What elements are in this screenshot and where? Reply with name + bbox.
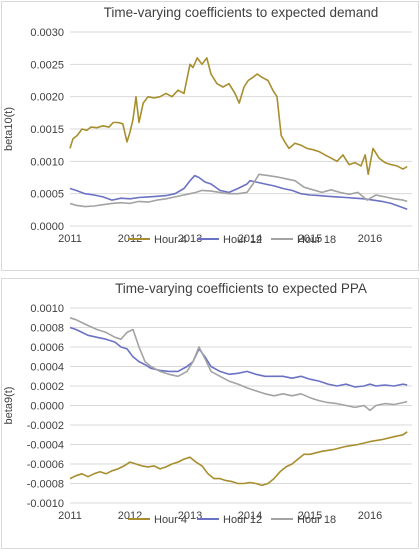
panel-border (1, 1, 419, 271)
y-tick-label: 0.0025 (30, 59, 64, 71)
legend-label: Hour 12 (223, 514, 262, 526)
chart-title: Time-varying coefficients to expected PP… (115, 281, 367, 296)
y-tick-label: 0.0000 (30, 221, 64, 233)
y-tick-label: 0.0020 (30, 92, 64, 104)
y-tick-label: 0.0030 (30, 27, 64, 39)
y-axis-title: beta9(t) (3, 387, 15, 425)
x-tick-label: 2011 (58, 233, 82, 245)
x-tick-label: 2016 (358, 510, 382, 522)
x-tick-label: 2014 (238, 233, 262, 245)
x-tick-label: 2013 (178, 510, 202, 522)
series-line-hour-18 (69, 173, 408, 208)
panel-border (1, 278, 419, 549)
legend-label: Hour 18 (297, 234, 336, 246)
x-tick-label: 2015 (298, 510, 322, 522)
legend-item: Hour 4 (128, 234, 187, 246)
y-tick-label: 0.0010 (30, 303, 64, 315)
y-tick-label: -0.0006 (27, 459, 64, 471)
x-tick-label: 2012 (118, 510, 142, 522)
x-tick-label: 2011 (58, 510, 82, 522)
series-line-hour-4 (69, 431, 408, 487)
y-tick-label: -0.0010 (27, 498, 64, 510)
x-tick-label: 2015 (298, 233, 322, 245)
y-tick-label: 0.0000 (30, 401, 64, 413)
legend-item: Hour 12 (197, 514, 262, 526)
chart-title: Time-varying coefficients to expected de… (104, 5, 379, 20)
y-tick-label: -0.0008 (27, 479, 64, 491)
series-line-hour-4 (69, 57, 408, 176)
x-tick-label: 2013 (178, 233, 202, 245)
legend-label: Hour 4 (154, 514, 187, 526)
y-tick-label: 0.0010 (30, 156, 64, 168)
y-tick-label: 0.0008 (30, 323, 64, 335)
series-line-hour-12 (69, 174, 408, 210)
legend-item: Hour 18 (271, 514, 336, 526)
series-line-hour-12 (69, 326, 408, 388)
legend-label: Hour 18 (297, 514, 336, 526)
y-tick-label: 0.0005 (30, 189, 64, 201)
y-tick-label: 0.0006 (30, 342, 64, 354)
y-tick-label: -0.0002 (27, 420, 64, 432)
legend-label: Hour 12 (223, 234, 262, 246)
legend-item: Hour 4 (128, 514, 187, 526)
y-tick-label: 0.0015 (30, 124, 64, 136)
chart-panel-1: 0.0000 0.0005 0.0010 0.0015 0.0020 0.0025 0.00… (1, 1, 419, 271)
x-tick-label: 2016 (358, 233, 382, 245)
legend-item: Hour 18 (271, 234, 336, 246)
chart-panel-2: -0.0010 -0.0008 -0.0006 -0.0004 -0.0002 0.000… (1, 278, 419, 549)
y-tick-label: -0.0004 (27, 440, 64, 452)
x-tick-label: 2014 (238, 510, 262, 522)
y-axis-title: beta10(t) (3, 107, 15, 151)
legend-label: Hour 4 (154, 234, 187, 246)
y-tick-label: 0.0004 (30, 362, 64, 374)
legend-item: Hour 12 (197, 234, 262, 246)
y-tick-label: 0.0002 (30, 381, 64, 393)
series-line-hour-18 (69, 317, 408, 412)
